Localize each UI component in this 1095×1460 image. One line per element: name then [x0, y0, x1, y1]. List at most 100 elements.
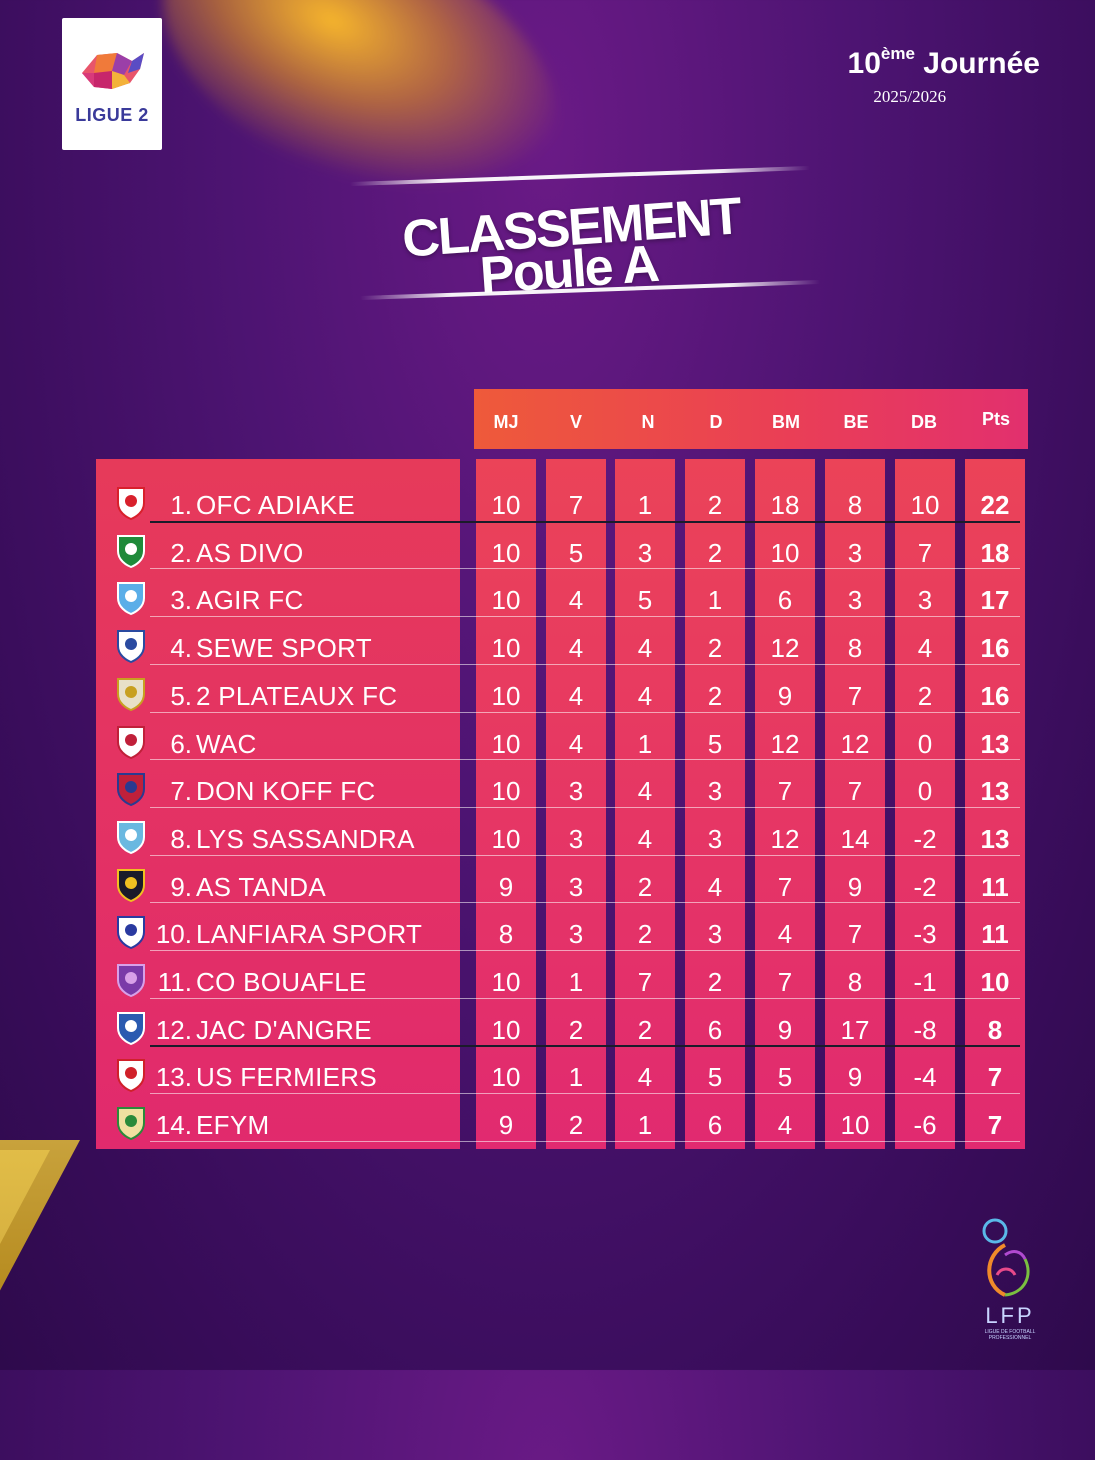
team-rank: 3.: [170, 585, 192, 616]
team-rank: 13.: [155, 1062, 192, 1093]
efym-crest-icon: [112, 1103, 150, 1141]
2-plateaux-fc-crest-icon: [112, 674, 150, 712]
row-divider: [150, 806, 1020, 808]
stat-v: 1: [568, 1062, 584, 1093]
stat-be: 7: [847, 919, 863, 950]
team-name: AS DIVO: [196, 537, 304, 568]
stat-bm: 4: [777, 1110, 793, 1141]
stat-be: 7: [847, 776, 863, 807]
stat-bm: 12: [770, 823, 800, 854]
ligue2-logo: LIGUE 2: [62, 18, 162, 150]
team-name: SEWE SPORT: [196, 633, 372, 664]
stat-n: 1: [637, 728, 653, 759]
stat-db: -1: [913, 967, 937, 997]
stat-d: 3: [707, 776, 723, 807]
stat-db: 7: [917, 537, 933, 568]
stat-db: 10: [910, 490, 940, 520]
stat-db: -2: [913, 823, 937, 854]
table-row: 14. EFYM 9 2 1 6 4 10 -6 7: [0, 1099, 1095, 1146]
team-name: WAC: [196, 728, 257, 759]
stat-n: 1: [637, 490, 653, 520]
team-rank: 5.: [170, 680, 192, 711]
stat-be: 3: [847, 585, 863, 616]
team-name: DON KOFF FC: [196, 776, 376, 807]
stat-bm: 7: [777, 776, 793, 807]
stat-mj: 10: [491, 776, 521, 807]
stat-v: 2: [568, 1110, 584, 1141]
ligue2-lion-icon: [82, 52, 144, 89]
round-number: 10: [847, 47, 881, 80]
stat-be: 8: [847, 490, 863, 520]
row-divider: [150, 902, 1020, 904]
team-name: AS TANDA: [196, 871, 327, 902]
stat-db: -3: [913, 919, 937, 950]
stat-db: 0: [917, 728, 933, 759]
team-rank: 1.: [170, 490, 192, 520]
co-bouafle-crest-icon: [112, 960, 150, 998]
team-name: CO BOUAFLE: [196, 967, 367, 997]
stat-v: 7: [568, 490, 584, 520]
stat-bm: 9: [777, 680, 793, 711]
stat-v: 3: [568, 776, 584, 807]
stat-be: 8: [847, 967, 863, 997]
stat-d: 1: [707, 585, 723, 616]
stat-db: 0: [917, 776, 933, 807]
stat-d: 6: [707, 1014, 723, 1045]
table-row: 3. AGIR FC 10 4 5 1 6 3 3 17: [0, 574, 1095, 621]
stat-db: -2: [913, 871, 937, 902]
stat-d: 3: [707, 919, 723, 950]
table-row: 13. US FERMIERS 10 1 4 5 5 9 -4 7: [0, 1051, 1095, 1098]
stat-d: 5: [707, 1062, 723, 1093]
col-header-db: DB: [911, 412, 937, 432]
stat-v: 3: [568, 823, 584, 854]
stat-bm: 7: [777, 967, 793, 997]
stat-v: 4: [568, 728, 584, 759]
stat-pts: 18: [980, 537, 1010, 568]
stat-v: 1: [568, 967, 584, 997]
stat-d: 4: [707, 871, 723, 902]
us-fermiers-crest-icon: [112, 1055, 150, 1093]
lfp-logo: LFP LIGUE DE FOOTBALL PROFESSIONNEL: [975, 1215, 1045, 1350]
round-suffix: ème: [880, 44, 915, 63]
team-name: AGIR FC: [196, 585, 304, 616]
col-header-bm: BM: [772, 412, 800, 432]
stat-be: 17: [840, 1014, 870, 1045]
stat-pts: 13: [980, 776, 1010, 807]
stat-v: 4: [568, 633, 584, 664]
season-label: 2025/2026: [873, 87, 947, 106]
stat-pts: 17: [980, 585, 1010, 616]
stat-mj: 10: [491, 585, 521, 616]
stat-be: 3: [847, 537, 863, 568]
col-header-v: V: [569, 412, 582, 432]
stat-n: 2: [637, 871, 653, 902]
stat-n: 4: [637, 1062, 653, 1093]
col-panel-v: [546, 459, 606, 1149]
table-row: 7. DON KOFF FC 10 3 4 3 7 7 0 13: [0, 765, 1095, 812]
team-rank: 7.: [170, 776, 192, 807]
row-divider: [150, 950, 1020, 951]
stat-d: 6: [707, 1110, 723, 1141]
stat-mj: 8: [498, 919, 514, 950]
team-name: LYS SASSANDRA: [196, 823, 415, 854]
stat-pts: 13: [980, 728, 1010, 759]
page-title: CLASSEMENT Poule A: [350, 160, 820, 310]
team-rank: 14.: [155, 1110, 192, 1141]
stat-bm: 5: [777, 1062, 793, 1093]
stat-d: 3: [707, 823, 723, 854]
col-panel-n: [615, 459, 675, 1149]
stat-d: 2: [707, 537, 723, 568]
stat-d: 2: [707, 633, 723, 664]
table-row: 2. AS DIVO 10 5 3 2 10 3 7 18: [0, 527, 1095, 574]
lfp-logo-subtitle: LIGUE DE FOOTBALL PROFESSIONNEL: [984, 1329, 1036, 1341]
team-rank: 2.: [170, 537, 192, 568]
table-row: 5. 2 PLATEAUX FC 10 4 4 2 9 7 2 16: [0, 670, 1095, 717]
ofc-adiake-crest-icon: [112, 483, 150, 521]
col-header-pts: Pts: [981, 409, 1010, 429]
row-divider: [150, 759, 1020, 761]
stat-be: 14: [840, 823, 870, 854]
stat-pts: 13: [980, 823, 1010, 854]
team-rank: 6.: [170, 728, 192, 759]
round-info: 10ème Journée 2025/2026: [848, 44, 1040, 107]
lfp-logo-label: LFP: [985, 1303, 1035, 1328]
stat-bm: 12: [770, 633, 800, 664]
